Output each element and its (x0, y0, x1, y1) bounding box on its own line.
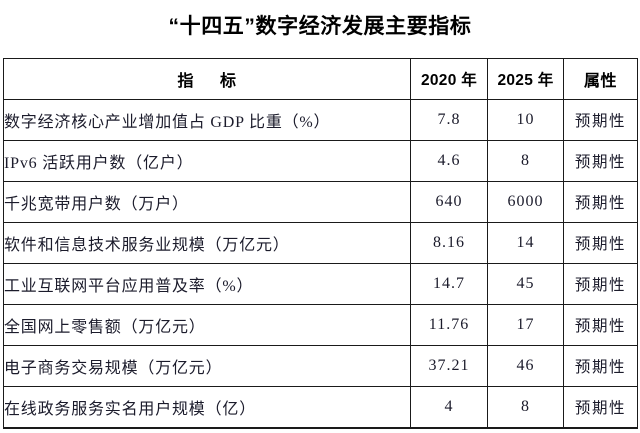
cell-attribute: 预期性 (563, 304, 638, 346)
indicators-table-container: 指标 2020 年 2025 年 属性 数字经济核心产业增加值占 GDP 比重（… (3, 58, 638, 429)
table-body: 数字经济核心产业增加值占 GDP 比重（%） 7.8 10 预期性 IPv6 活… (3, 99, 638, 429)
cell-indicator: 工业互联网平台应用普及率（%） (3, 263, 411, 305)
page-title: “十四五”数字经济发展主要指标 (168, 15, 472, 38)
cell-value-2025: 10 (487, 99, 564, 141)
column-header-indicator-char2: 标 (220, 73, 237, 90)
column-header-year-2025: 2025 年 (487, 58, 564, 100)
cell-attribute: 预期性 (563, 99, 638, 141)
table-row: 千兆宽带用户数（万户） 640 6000 预期性 (3, 181, 638, 223)
column-header-year-2020: 2020 年 (410, 58, 488, 100)
table-header: 指标 2020 年 2025 年 属性 (3, 58, 638, 100)
cell-attribute: 预期性 (563, 345, 638, 387)
table-row: 数字经济核心产业增加值占 GDP 比重（%） 7.8 10 预期性 (3, 99, 638, 141)
cell-value-2020: 14.7 (410, 263, 488, 305)
cell-value-2020: 7.8 (410, 99, 488, 141)
cell-attribute: 预期性 (563, 140, 638, 182)
column-header-attribute: 属性 (563, 58, 638, 100)
cell-value-2020: 11.76 (410, 304, 488, 346)
cell-indicator: IPv6 活跃用户数（亿户） (3, 140, 411, 182)
column-header-indicator-char1: 指 (177, 73, 194, 90)
cell-attribute: 预期性 (563, 263, 638, 305)
column-header-indicator: 指标 (3, 58, 411, 100)
cell-indicator: 在线政务服务实名用户规模（亿） (3, 386, 411, 429)
cell-indicator: 数字经济核心产业增加值占 GDP 比重（%） (3, 99, 411, 141)
table-row: 电子商务交易规模（万亿元） 37.21 46 预期性 (3, 345, 638, 387)
table-row: 在线政务服务实名用户规模（亿） 4 8 预期性 (3, 386, 638, 429)
cell-indicator: 全国网上零售额（万亿元） (3, 304, 411, 346)
cell-value-2020: 4 (410, 386, 488, 429)
cell-indicator: 软件和信息技术服务业规模（万亿元） (3, 222, 411, 264)
table-row: IPv6 活跃用户数（亿户） 4.6 8 预期性 (3, 140, 638, 182)
table-row: 全国网上零售额（万亿元） 11.76 17 预期性 (3, 304, 638, 346)
cell-value-2020: 4.6 (410, 140, 488, 182)
cell-value-2025: 45 (487, 263, 564, 305)
cell-value-2025: 6000 (487, 181, 564, 223)
cell-value-2020: 37.21 (410, 345, 488, 387)
table-row: 软件和信息技术服务业规模（万亿元） 8.16 14 预期性 (3, 222, 638, 264)
cell-attribute: 预期性 (563, 222, 638, 264)
cell-value-2025: 14 (487, 222, 564, 264)
cell-attribute: 预期性 (563, 181, 638, 223)
cell-value-2025: 8 (487, 386, 564, 429)
cell-value-2020: 8.16 (410, 222, 488, 264)
indicators-table: 指标 2020 年 2025 年 属性 数字经济核心产业增加值占 GDP 比重（… (3, 58, 638, 429)
cell-value-2025: 8 (487, 140, 564, 182)
table-row: 工业互联网平台应用普及率（%） 14.7 45 预期性 (3, 263, 638, 305)
cell-value-2025: 46 (487, 345, 564, 387)
cell-indicator: 千兆宽带用户数（万户） (3, 181, 411, 223)
table-header-row: 指标 2020 年 2025 年 属性 (3, 58, 638, 100)
cell-attribute: 预期性 (563, 386, 638, 429)
cell-indicator: 电子商务交易规模（万亿元） (3, 345, 411, 387)
cell-value-2020: 640 (410, 181, 488, 223)
cell-value-2025: 17 (487, 304, 564, 346)
